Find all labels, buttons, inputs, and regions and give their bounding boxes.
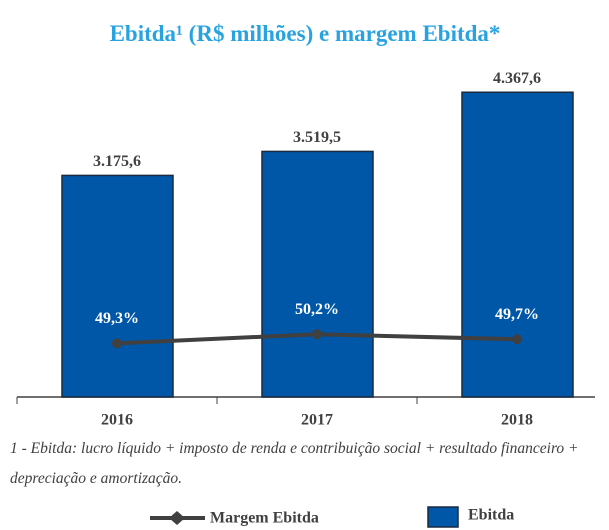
- line-marker: [512, 334, 522, 345]
- data-label: 3.519,5: [293, 129, 341, 146]
- bar: [261, 150, 374, 398]
- data-label: 49,3%: [95, 310, 139, 327]
- footnote: 1 - Ebitda: lucro líquido + imposto de r…: [10, 440, 579, 487]
- data-label: 4.367,6: [493, 70, 541, 87]
- legend-label: Ebitda: [468, 507, 514, 524]
- data-label: 3.175,6: [93, 153, 141, 170]
- line-marker: [312, 329, 322, 340]
- line-marker: [112, 338, 122, 349]
- x-tick-label: 2017: [301, 412, 333, 429]
- data-label: 50,2%: [295, 301, 339, 318]
- legend-label: Margem Ebitda: [210, 510, 319, 527]
- legend-marker: [169, 511, 185, 525]
- x-tick-label: 2018: [501, 412, 533, 429]
- x-tick-label: 2016: [101, 412, 133, 429]
- chart-title: Ebitda¹ (R$ milhões) e margem Ebitda*: [109, 21, 501, 46]
- bar: [61, 174, 174, 398]
- bar: [461, 91, 574, 398]
- data-label: 49,7%: [495, 306, 539, 323]
- legend-swatch: [427, 506, 459, 528]
